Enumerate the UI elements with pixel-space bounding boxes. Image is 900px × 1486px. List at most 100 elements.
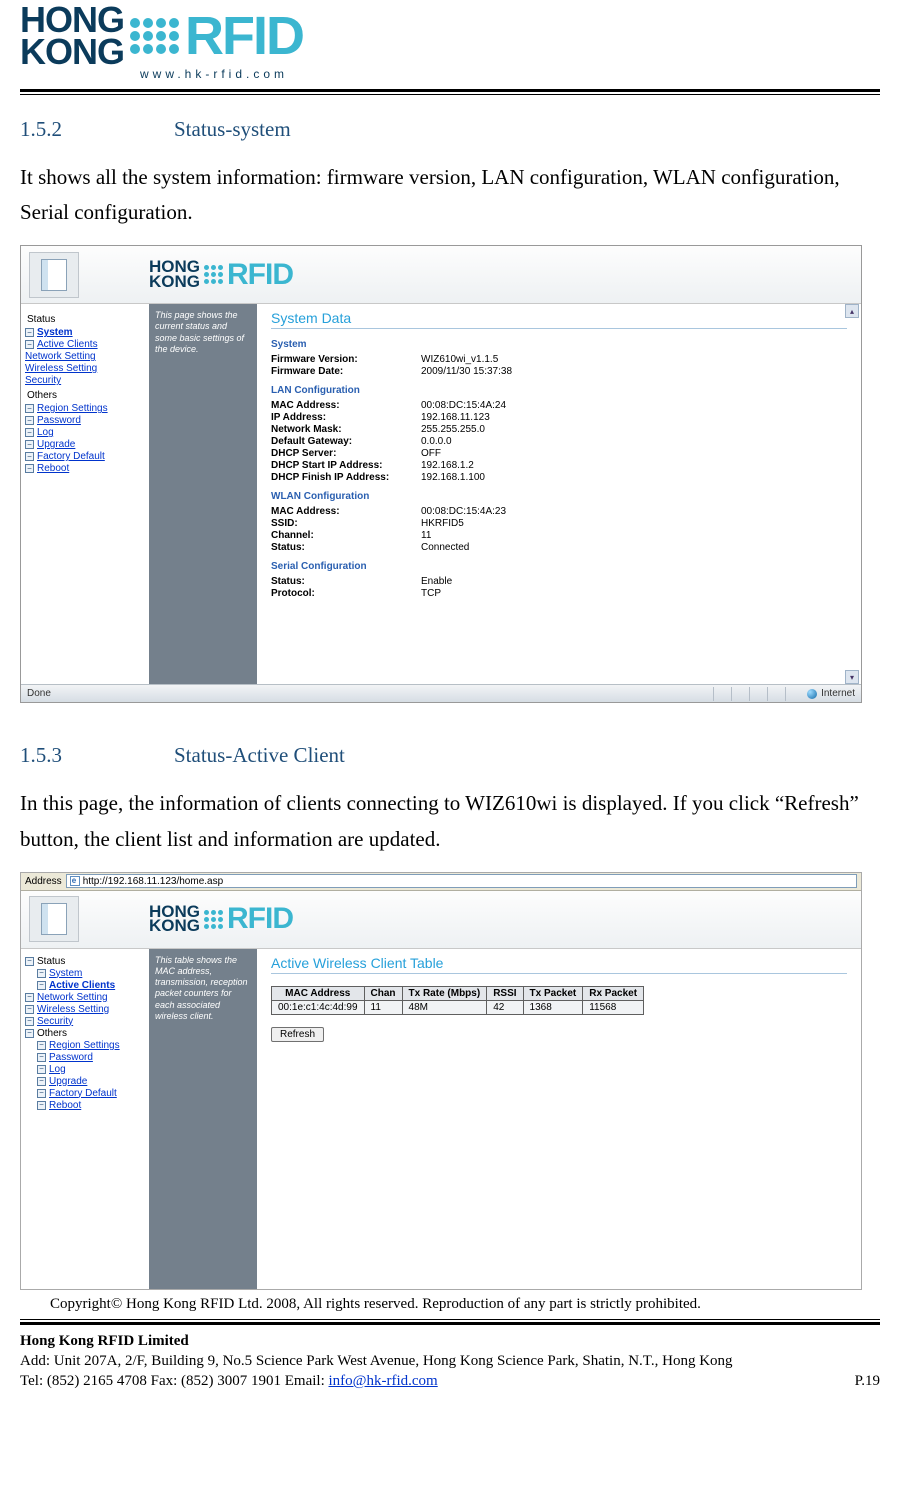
nav-item-reboot[interactable]: −Reboot bbox=[25, 463, 145, 474]
nav-network-link[interactable]: Network Setting bbox=[25, 351, 96, 362]
collapse-icon[interactable]: − bbox=[25, 1017, 34, 1026]
screenshot-status-system: HONG KONG RFID Status −System −Active Cl… bbox=[20, 245, 862, 703]
nav-sidebar: Status −System −Active Clients Network S… bbox=[21, 304, 149, 684]
nav-item-region[interactable]: −Region Settings bbox=[25, 403, 145, 414]
collapse-icon[interactable]: − bbox=[25, 428, 34, 437]
nav-item-network[interactable]: Network Setting bbox=[25, 351, 145, 362]
nav-item-system[interactable]: −System bbox=[25, 327, 145, 338]
row-dhcp: DHCP Server:OFF bbox=[271, 448, 847, 459]
scroll-up-icon[interactable]: ▴ bbox=[845, 304, 859, 318]
nav-item-password[interactable]: −Password bbox=[37, 1052, 145, 1063]
nav-item-upgrade[interactable]: −Upgrade bbox=[25, 439, 145, 450]
footer-address: Add: Unit 207A, 2/F, Building 9, No.5 Sc… bbox=[20, 1351, 880, 1371]
nav-others-label: Others bbox=[27, 390, 145, 401]
dhcp-start-value: 192.168.1.2 bbox=[421, 460, 474, 471]
nav-item-factory[interactable]: −Factory Default bbox=[25, 451, 145, 462]
refresh-button[interactable]: Refresh bbox=[271, 1027, 324, 1042]
collapse-icon[interactable]: − bbox=[25, 440, 34, 449]
nav-item-security[interactable]: Security bbox=[25, 375, 145, 386]
nav-item-system[interactable]: −System bbox=[37, 968, 145, 979]
collapse-icon[interactable]: − bbox=[25, 1029, 34, 1038]
nav-factory-link[interactable]: Factory Default bbox=[49, 1088, 117, 1099]
collapse-icon[interactable]: − bbox=[25, 328, 34, 337]
collapse-icon[interactable]: − bbox=[37, 1089, 46, 1098]
collapse-icon[interactable]: − bbox=[25, 993, 34, 1002]
ip-label: IP Address: bbox=[271, 412, 421, 423]
nav-system-link[interactable]: System bbox=[49, 968, 82, 979]
table-row: 00:1e:c1:4c:4d:99 11 48M 42 1368 11568 bbox=[272, 1000, 644, 1014]
nav-item-network[interactable]: −Network Setting bbox=[25, 992, 145, 1003]
nav-system-link[interactable]: System bbox=[37, 327, 73, 338]
collapse-icon[interactable]: − bbox=[25, 416, 34, 425]
mask-value: 255.255.255.0 bbox=[421, 424, 485, 435]
collapse-icon[interactable]: − bbox=[37, 1101, 46, 1110]
nav-status-toggle[interactable]: −Status bbox=[25, 956, 145, 967]
nav-reboot-link[interactable]: Reboot bbox=[37, 463, 69, 474]
scroll-down-icon[interactable]: ▾ bbox=[845, 670, 859, 684]
mini-dots-icon bbox=[204, 265, 223, 284]
row-ssid: SSID:HKRFID5 bbox=[271, 518, 847, 529]
nav-item-region[interactable]: −Region Settings bbox=[37, 1040, 145, 1051]
nav-password-link[interactable]: Password bbox=[37, 415, 81, 426]
footer-rule bbox=[20, 1319, 880, 1325]
collapse-icon[interactable]: − bbox=[37, 1053, 46, 1062]
collapse-icon[interactable]: − bbox=[25, 464, 34, 473]
mini-kong: KONG bbox=[149, 275, 200, 289]
collapse-icon[interactable]: − bbox=[37, 969, 46, 978]
nav-item-security[interactable]: −Security bbox=[25, 1016, 145, 1027]
main-title: System Data bbox=[271, 310, 847, 329]
nav-wireless-link[interactable]: Wireless Setting bbox=[37, 1004, 109, 1015]
collapse-icon[interactable]: − bbox=[25, 340, 34, 349]
mini-logo: HONG KONG RFID bbox=[149, 902, 293, 936]
nav-item-password[interactable]: −Password bbox=[25, 415, 145, 426]
collapse-icon[interactable]: − bbox=[25, 1005, 34, 1014]
row-wmac: MAC Address:00:08:DC:15:4A:23 bbox=[271, 506, 847, 517]
th-rssi: RSSI bbox=[487, 986, 523, 1000]
nav-item-upgrade[interactable]: −Upgrade bbox=[37, 1076, 145, 1087]
collapse-icon[interactable]: − bbox=[37, 981, 46, 990]
nav-network-link[interactable]: Network Setting bbox=[37, 992, 108, 1003]
nav-item-active[interactable]: −Active Clients bbox=[25, 339, 145, 350]
collapse-icon[interactable]: − bbox=[37, 1077, 46, 1086]
dhcp-value: OFF bbox=[421, 448, 441, 459]
collapse-icon[interactable]: − bbox=[25, 957, 34, 966]
logo-rfid: RFID bbox=[185, 9, 303, 63]
screenshot2-top-bar: HONG KONG RFID bbox=[21, 891, 861, 949]
nav-log-link[interactable]: Log bbox=[37, 427, 54, 438]
collapse-icon[interactable]: − bbox=[25, 452, 34, 461]
nav-wireless-link[interactable]: Wireless Setting bbox=[25, 363, 97, 374]
nav-item-log[interactable]: −Log bbox=[37, 1064, 145, 1075]
nav-security-link[interactable]: Security bbox=[37, 1016, 73, 1027]
section-title: Status-Active Client bbox=[174, 743, 345, 767]
nav-reboot-link[interactable]: Reboot bbox=[49, 1100, 81, 1111]
page-icon bbox=[29, 252, 79, 298]
nav-password-link[interactable]: Password bbox=[49, 1052, 93, 1063]
nav-item-wireless[interactable]: Wireless Setting bbox=[25, 363, 145, 374]
nav-region-link[interactable]: Region Settings bbox=[37, 403, 108, 414]
footer-contact-line: Tel: (852) 2165 4708 Fax: (852) 3007 190… bbox=[20, 1371, 880, 1391]
nav-others-toggle[interactable]: −Others bbox=[25, 1028, 145, 1039]
nav-item-active[interactable]: −Active Clients bbox=[37, 980, 145, 991]
nav-active-link[interactable]: Active Clients bbox=[37, 339, 98, 350]
collapse-icon[interactable]: − bbox=[25, 404, 34, 413]
nav-item-factory[interactable]: −Factory Default bbox=[37, 1088, 145, 1099]
collapse-icon[interactable]: − bbox=[37, 1065, 46, 1074]
nav-item-reboot[interactable]: −Reboot bbox=[37, 1100, 145, 1111]
nav-security-link[interactable]: Security bbox=[25, 375, 61, 386]
footer-email-link[interactable]: info@hk-rfid.com bbox=[329, 1373, 438, 1389]
collapse-icon[interactable]: − bbox=[37, 1041, 46, 1050]
nav-log-link[interactable]: Log bbox=[49, 1064, 66, 1075]
nav-region-link[interactable]: Region Settings bbox=[49, 1040, 120, 1051]
fw-date-value: 2009/11/30 15:37:38 bbox=[421, 366, 512, 377]
proto-label: Protocol: bbox=[271, 588, 421, 599]
nav-item-wireless[interactable]: −Wireless Setting bbox=[25, 1004, 145, 1015]
address-input[interactable]: http://192.168.11.123/home.asp bbox=[66, 874, 857, 888]
nav-upgrade-link[interactable]: Upgrade bbox=[49, 1076, 87, 1087]
nav-upgrade-link[interactable]: Upgrade bbox=[37, 439, 75, 450]
chan-value: 11 bbox=[421, 530, 431, 541]
nav-item-log[interactable]: −Log bbox=[25, 427, 145, 438]
nav-active-link[interactable]: Active Clients bbox=[49, 980, 115, 991]
nav-factory-link[interactable]: Factory Default bbox=[37, 451, 105, 462]
dhcp-label: DHCP Server: bbox=[271, 448, 421, 459]
th-rate: Tx Rate (Mbps) bbox=[402, 986, 487, 1000]
